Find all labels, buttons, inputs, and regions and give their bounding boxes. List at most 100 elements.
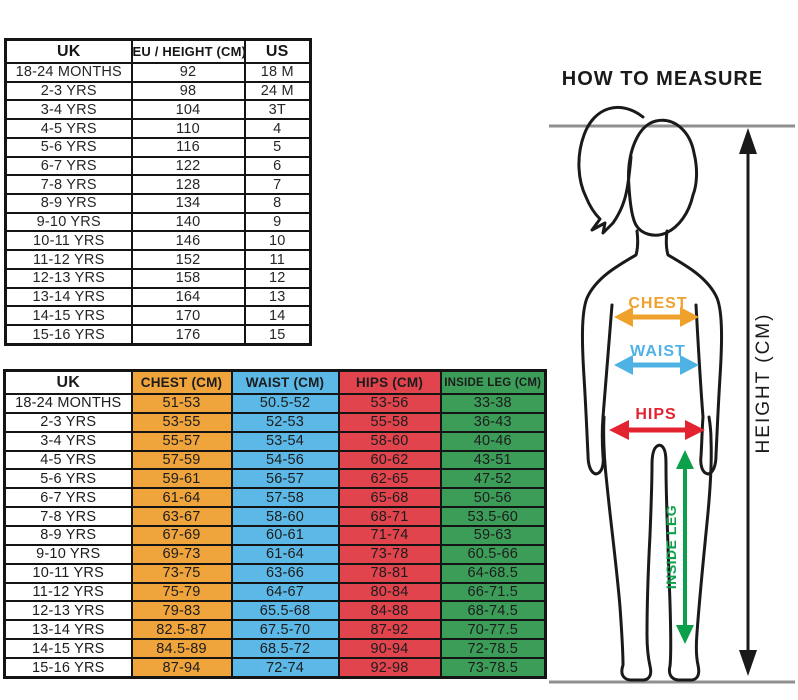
table-cell: 53.5-60 — [439, 506, 547, 528]
table-cell: 43-51 — [439, 449, 547, 471]
table-row: 11-12 YRS 152 11 — [4, 249, 312, 270]
table-cell: 11-12 YRS — [4, 249, 133, 270]
table-cell: 67.5-70 — [230, 619, 340, 641]
inside-leg-arrow-down-icon — [676, 625, 694, 644]
table-cell: 10-11 YRS — [3, 562, 133, 584]
table-cell: 58-60 — [337, 430, 442, 452]
table-cell: 36-43 — [439, 411, 547, 433]
table-row: 9-10 YRS 69-73 61-64 73-78 60.5-66 — [3, 543, 547, 565]
table-cell: 9-10 YRS — [3, 543, 133, 565]
head-outline — [627, 118, 698, 237]
table-row: 18-24 MONTHS 92 18 M — [4, 62, 312, 83]
size-table-header: UK EU / HEIGHT (CM) US — [4, 38, 312, 64]
hips-label: HIPS — [635, 406, 676, 423]
body-table-header: UK CHEST (CM) WAIST (CM) HIPS (CM) INSID… — [3, 369, 547, 395]
table-cell: 3-4 YRS — [3, 430, 133, 452]
table-cell: 82.5-87 — [130, 619, 233, 641]
table-cell: 15-16 YRS — [3, 657, 133, 679]
table-cell: 53-54 — [230, 430, 340, 452]
table-cell: 60.5-66 — [439, 543, 547, 565]
table-cell: 63-66 — [230, 562, 340, 584]
table-cell: 72-74 — [230, 657, 340, 679]
table-cell: 68-74.5 — [439, 600, 547, 622]
table-cell: 11-12 YRS — [3, 581, 133, 603]
table-cell: 13-14 YRS — [4, 286, 133, 308]
ponytail-outline — [577, 105, 645, 235]
table-row: 9-10 YRS 140 9 — [4, 211, 312, 233]
table-cell: 15 — [243, 324, 312, 346]
table-cell: 6 — [243, 155, 312, 177]
header-row: UK EU / HEIGHT (CM) US — [4, 38, 312, 64]
table-row: 2-3 YRS 98 24 M — [4, 80, 312, 102]
table-row: 10-11 YRS 73-75 63-66 78-81 64-68.5 — [3, 562, 547, 584]
body-measurements-table: UK CHEST (CM) WAIST (CM) HIPS (CM) INSID… — [3, 369, 547, 679]
table-cell: 5-6 YRS — [3, 468, 133, 490]
table-cell: 140 — [130, 211, 246, 233]
table-row: 13-14 YRS 164 13 — [4, 286, 312, 308]
table-cell: 57-59 — [130, 449, 233, 471]
height-arrow: HEIGHT (CM) — [739, 128, 774, 676]
table-cell: 90-94 — [337, 638, 442, 660]
table-cell: 50-56 — [439, 487, 547, 509]
table-row: 5-6 YRS 59-61 56-57 62-65 47-52 — [3, 468, 547, 490]
table-cell: 80-84 — [337, 581, 442, 603]
table-cell: 65.5-68 — [230, 600, 340, 622]
table-cell: 4 — [243, 118, 312, 139]
table-cell: 75-79 — [130, 581, 233, 603]
table-cell: 18-24 MONTHS — [4, 62, 133, 83]
table-cell: 47-52 — [439, 468, 547, 490]
table-row: 6-7 YRS 122 6 — [4, 155, 312, 177]
table-cell: 84.5-89 — [130, 638, 233, 660]
table-row: 12-13 YRS 79-83 65.5-68 84-88 68-74.5 — [3, 600, 547, 622]
how-to-measure-diagram: HEIGHT (CM) CHEST WAIST HIPS INSIDE LEG — [549, 105, 795, 684]
diagram-title: HOW TO MEASURE — [561, 68, 764, 90]
age-height-size-table: UK EU / HEIGHT (CM) US 18-24 MONTHS 92 18 … — [4, 38, 312, 346]
table-row: 10-11 YRS 146 10 — [4, 230, 312, 252]
table-cell: 10-11 YRS — [4, 230, 133, 252]
table-cell: 55-58 — [337, 411, 442, 433]
table-cell: 152 — [130, 249, 246, 270]
table-row: 2-3 YRS 53-55 52-53 55-58 36-43 — [3, 411, 547, 433]
table-row: 4-5 YRS 110 4 — [4, 118, 312, 139]
table-cell: 9 — [243, 211, 312, 233]
table-cell: 68.5-72 — [230, 638, 340, 660]
table-cell: 18-24 MONTHS — [3, 393, 133, 414]
col-header-hips: HIPS (CM) — [337, 369, 442, 395]
col-header-eu-height: EU / HEIGHT (CM) — [130, 38, 246, 64]
table-cell: 72-78.5 — [439, 638, 547, 660]
height-label: HEIGHT (CM) — [753, 313, 774, 454]
table-cell: 8-9 YRS — [3, 525, 133, 546]
table-cell: 176 — [130, 324, 246, 346]
table-cell: 18 M — [243, 62, 312, 83]
height-arrow-down-icon — [739, 650, 757, 676]
table-cell: 68-71 — [337, 506, 442, 528]
table-cell: 61-64 — [130, 487, 233, 509]
col-header-uk: UK — [4, 38, 133, 64]
table-cell: 14 — [243, 305, 312, 327]
table-cell: 51-53 — [130, 393, 233, 414]
table-cell: 14-15 YRS — [3, 638, 133, 660]
table-cell: 65-68 — [337, 487, 442, 509]
table-cell: 73-78 — [337, 543, 442, 565]
col-header-uk: UK — [3, 369, 133, 395]
inside-leg-arrow-up-icon — [676, 450, 694, 469]
table-cell: 170 — [130, 305, 246, 327]
header-row: UK CHEST (CM) WAIST (CM) HIPS (CM) INSID… — [3, 369, 547, 395]
waist-label: WAIST — [630, 343, 686, 360]
table-cell: 60-61 — [230, 525, 340, 546]
table-cell: 98 — [130, 80, 246, 102]
hips-arrow-left-icon — [609, 420, 629, 440]
table-cell: 13 — [243, 286, 312, 308]
table-cell: 53-56 — [337, 393, 442, 414]
table-row: 5-6 YRS 116 5 — [4, 136, 312, 158]
table-row: 12-13 YRS 158 12 — [4, 267, 312, 289]
hips-arrow: HIPS — [609, 406, 705, 440]
table-cell: 12 — [243, 267, 312, 289]
table-cell: 134 — [130, 193, 246, 214]
table-cell: 122 — [130, 155, 246, 177]
table-cell: 40-46 — [439, 430, 547, 452]
table-cell: 116 — [130, 136, 246, 158]
table-cell: 11 — [243, 249, 312, 270]
table-row: 4-5 YRS 57-59 54-56 60-62 43-51 — [3, 449, 547, 471]
table-row: 14-15 YRS 170 14 — [4, 305, 312, 327]
